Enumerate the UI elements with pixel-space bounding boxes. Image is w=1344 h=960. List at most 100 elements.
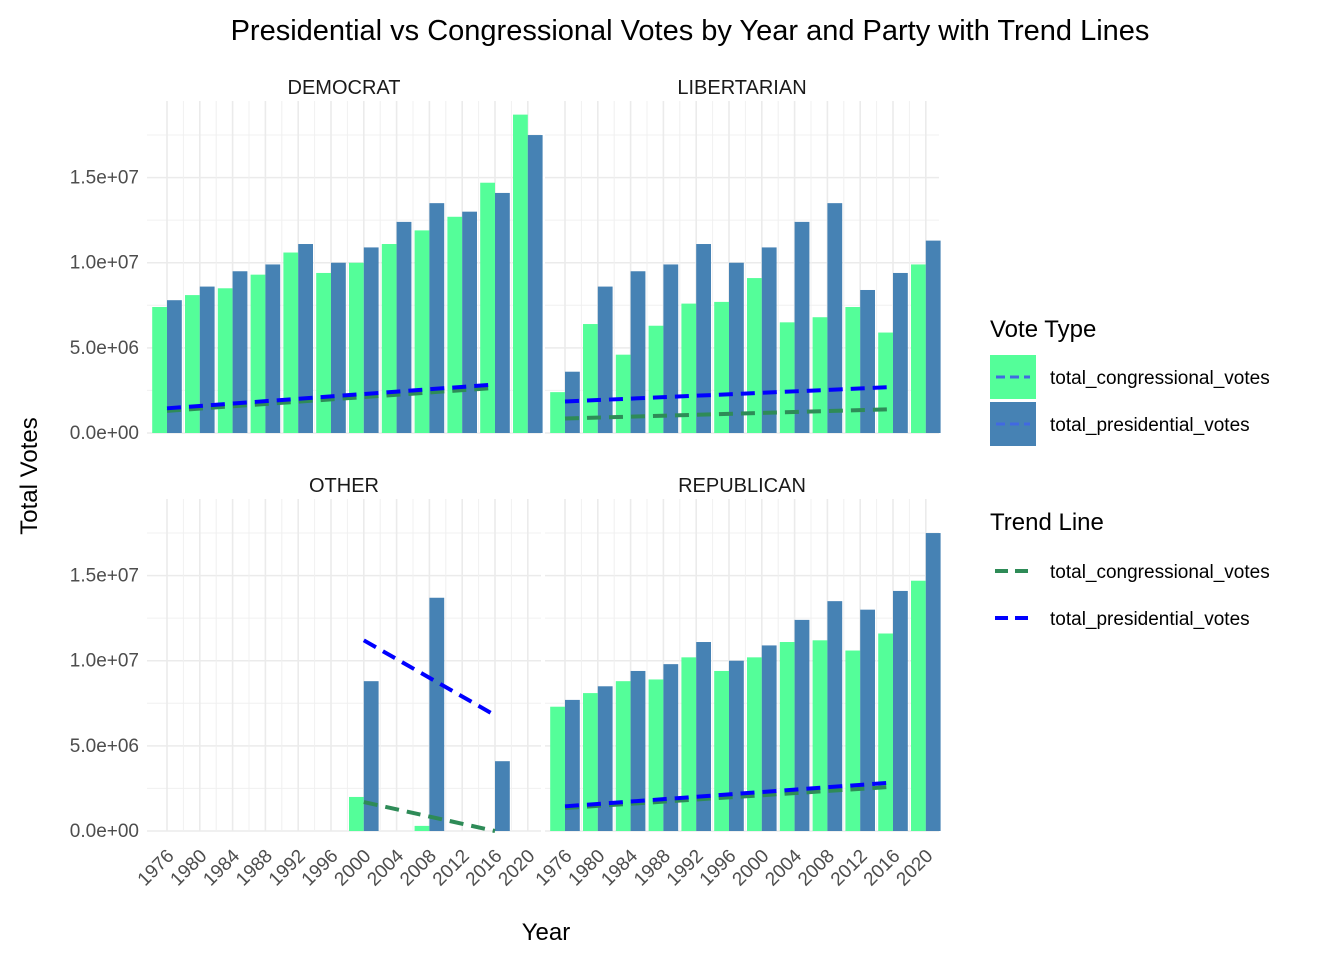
bar-presidential-2004 — [794, 221, 810, 433]
y-tick-label: 5.0e+06 — [70, 736, 139, 757]
bar-presidential-2000 — [363, 247, 379, 433]
bar-congressional-1992 — [283, 252, 299, 433]
legend-trend-line-title: Trend Line — [990, 509, 1104, 536]
bar-presidential-2000 — [761, 247, 777, 433]
bar-congressional-1980 — [583, 324, 598, 433]
bar-presidential-2012 — [860, 289, 875, 433]
bar-congressional-2016 — [878, 332, 893, 433]
bar-presidential-2016 — [893, 590, 908, 831]
y-tick-label: 1.0e+07 — [70, 253, 139, 274]
x-tick-label: 2020 — [495, 846, 540, 891]
x-tick-label: 1992 — [663, 846, 708, 891]
bar-presidential-1984 — [630, 271, 646, 433]
trend-line-congressional — [564, 784, 894, 811]
x-tick-label: 1988 — [232, 846, 277, 891]
bar-presidential-1996 — [729, 660, 744, 831]
bar-congressional-2016 — [878, 633, 893, 831]
panel-democrat: DEMOCRAT 0.0e+00 5.0e+06 1.0e+07 1.5e+07 — [70, 77, 543, 444]
x-tick-label: 1988 — [630, 846, 675, 891]
y-tick-label: 0.0e+00 — [70, 821, 139, 842]
x-tick-label: 1980 — [565, 846, 610, 891]
bar-presidential-2000 — [761, 645, 777, 831]
bar-presidential-2008 — [827, 601, 843, 831]
bar-presidential-1988 — [663, 264, 679, 433]
trend-line-presidential — [166, 382, 496, 411]
legend-item-label: total_presidential_votes — [1050, 415, 1250, 436]
bar-presidential-2008 — [429, 203, 445, 433]
bar-congressional-1988 — [250, 274, 266, 433]
bar-presidential-2016 — [893, 272, 908, 433]
trend-line-presidential — [564, 780, 894, 809]
panel-libertarian: LIBERTARIAN — [545, 77, 941, 434]
y-tick-label: 0.0e+00 — [70, 423, 139, 444]
bar-congressional-1980 — [185, 295, 200, 433]
x-tick-label: 2000 — [729, 846, 774, 891]
bar-congressional-2000 — [349, 262, 364, 433]
x-tick-label: 1976 — [532, 846, 577, 891]
bar-presidential-1996 — [331, 262, 346, 433]
bar-congressional-2000 — [747, 278, 762, 433]
bar-congressional-1976 — [550, 392, 565, 433]
legend-item-label: total_presidential_votes — [1050, 609, 1250, 630]
trend-line-presidential — [362, 638, 496, 717]
bar-congressional-2020 — [911, 580, 926, 831]
trend-line-congressional — [564, 407, 894, 421]
bar-presidential-2020 — [925, 533, 941, 831]
bar-congressional-1992 — [681, 657, 697, 831]
bar-congressional-2008 — [414, 230, 430, 433]
facet-label: REPUBLICAN — [678, 475, 806, 497]
legend-vote-type-title: Vote Type — [990, 316, 1096, 343]
bar-congressional-1980 — [583, 693, 598, 831]
bar-presidential-2016 — [495, 192, 510, 433]
x-tick-label: 2016 — [860, 846, 905, 891]
facet-label: OTHER — [309, 475, 379, 497]
bar-congressional-1984 — [615, 681, 631, 831]
bar-presidential-2004 — [794, 619, 810, 831]
x-tick-label: 1984 — [597, 845, 642, 890]
bar-congressional-2008 — [414, 825, 430, 831]
bar-congressional-1988 — [648, 325, 664, 433]
x-tick-label: 2004 — [761, 845, 806, 890]
legend: Vote Type Trend Line total_congressional… — [990, 316, 1270, 630]
bar-presidential-1976 — [167, 300, 182, 433]
bar-presidential-2012 — [860, 609, 875, 831]
bar-presidential-2004 — [396, 221, 412, 433]
bar-presidential-2008 — [827, 203, 843, 433]
bar-congressional-2012 — [845, 650, 861, 831]
bar-congressional-2000 — [349, 796, 364, 831]
bar-presidential-1980 — [597, 686, 613, 831]
trend-line-congressional — [363, 800, 496, 833]
bar-presidential-1988 — [265, 264, 281, 433]
x-tick-label: 2000 — [331, 846, 376, 891]
x-tick-label: 1996 — [696, 846, 741, 891]
legend-item-label: total_congressional_votes — [1050, 562, 1270, 583]
bar-congressional-2016 — [480, 182, 495, 433]
bar-congressional-1992 — [681, 303, 697, 433]
bar-congressional-1996 — [714, 301, 729, 433]
bar-presidential-2000 — [363, 681, 379, 831]
y-axis-title: Total Votes — [16, 417, 43, 534]
y-tick-label: 1.0e+07 — [70, 651, 139, 672]
bar-congressional-2004 — [779, 642, 795, 831]
bar-congressional-1984 — [217, 288, 233, 433]
bar-presidential-2012 — [462, 211, 477, 433]
bar-congressional-1988 — [648, 679, 664, 831]
chart-title: Presidential vs Congressional Votes by Y… — [231, 15, 1150, 47]
x-tick-label: 1992 — [265, 846, 310, 891]
bar-presidential-1992 — [696, 642, 711, 831]
x-tick-label: 2004 — [363, 845, 408, 890]
trend-line-presidential — [564, 385, 894, 404]
x-tick-label: 1976 — [134, 846, 179, 891]
y-tick-label: 1.5e+07 — [70, 168, 139, 189]
bar-congressional-2000 — [747, 657, 762, 831]
panel-republican: REPUBLICAN197619801984198819921996200020… — [532, 475, 941, 890]
bar-presidential-1980 — [199, 286, 215, 433]
bar-presidential-1976 — [565, 699, 580, 831]
x-tick-label: 2016 — [462, 846, 507, 891]
x-tick-label: 1996 — [298, 846, 343, 891]
bar-congressional-2004 — [779, 322, 795, 433]
y-tick-label: 5.0e+06 — [70, 338, 139, 359]
x-tick-label: 1980 — [167, 846, 212, 891]
bar-congressional-2012 — [845, 307, 861, 433]
